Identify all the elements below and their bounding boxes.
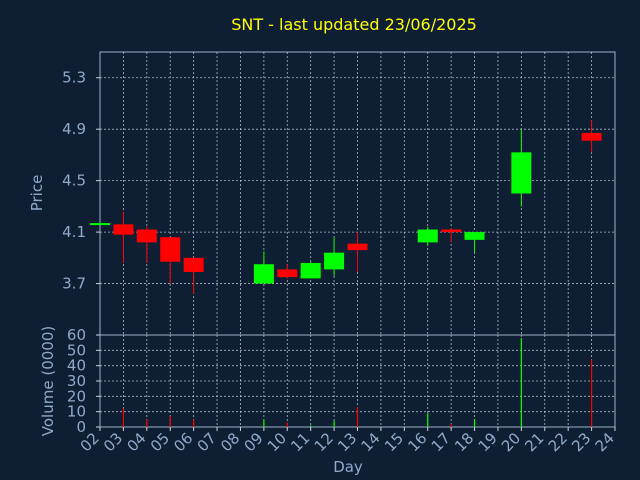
x-tick-label: 20	[498, 429, 524, 455]
candle-body	[581, 133, 602, 141]
candle-body	[511, 152, 532, 194]
volume-y-tick-label: 30	[67, 372, 86, 390]
x-axis-ticks: 0203040506070809101112131415161718192021…	[77, 427, 618, 455]
volume-y-tick-label: 40	[67, 357, 86, 375]
volume-y-tick-label: 20	[67, 387, 86, 405]
candle-body	[277, 269, 298, 278]
candle-body	[90, 223, 110, 226]
x-tick-label: 24	[592, 429, 618, 455]
x-tick-label: 19	[475, 429, 501, 455]
volume-y-tick-label: 60	[67, 326, 86, 344]
x-tick-label: 12	[311, 429, 337, 455]
x-tick-label: 04	[123, 429, 149, 455]
candle-body	[183, 257, 204, 272]
candles	[90, 120, 602, 294]
x-tick-label: 14	[358, 429, 384, 455]
price-axis-label: Price	[28, 175, 46, 212]
volume-grid	[100, 335, 615, 427]
price-y-tick-label: 4.5	[62, 172, 86, 190]
candle-body	[347, 243, 368, 251]
candle-body	[324, 252, 345, 270]
price-y-tick-label: 5.3	[62, 69, 86, 87]
candle-body	[136, 229, 157, 243]
x-axis-label: Day	[333, 458, 363, 476]
x-tick-label: 18	[451, 429, 477, 455]
candle-body	[253, 264, 274, 284]
price-panel: 3.7 4.1 4.5 4.9 5.3 Price	[28, 51, 616, 336]
chart-title: SNT - last updated 23/06/2025	[231, 15, 477, 34]
x-tick-label: 07	[194, 429, 220, 455]
x-tick-label: 08	[217, 429, 243, 455]
x-tick-label: 17	[428, 429, 454, 455]
volume-axis-label: Volume (0000)	[39, 326, 57, 436]
x-tick-label: 15	[381, 429, 407, 455]
x-tick-label: 11	[287, 429, 313, 455]
x-tick-label: 23	[568, 429, 594, 455]
candle-body	[160, 237, 181, 262]
candle-body	[417, 229, 438, 243]
x-tick-label: 21	[521, 429, 547, 455]
x-tick-label: 09	[240, 429, 266, 455]
x-tick-label: 13	[334, 429, 360, 455]
x-tick-label: 03	[100, 429, 126, 455]
price-y-tick-label: 4.1	[62, 223, 86, 241]
candle-body	[441, 229, 462, 233]
candle-body	[113, 224, 134, 235]
price-y-ticks: 3.7 4.1 4.5 4.9 5.3	[62, 69, 100, 293]
volume-y-tick-label: 10	[67, 403, 86, 421]
candle-body	[464, 232, 485, 240]
x-tick-label: 10	[264, 429, 290, 455]
x-tick-label: 22	[545, 429, 571, 455]
volume-bars	[122, 338, 593, 427]
volume-y-tick-label: 50	[67, 341, 86, 359]
volume-y-tick-label: 0	[76, 418, 86, 436]
candle-body	[300, 262, 321, 279]
x-tick-label: 16	[404, 429, 430, 455]
x-tick-label: 06	[170, 429, 196, 455]
price-y-tick-label: 3.7	[62, 275, 86, 293]
x-tick-label: 05	[147, 429, 173, 455]
price-y-tick-label: 4.9	[62, 120, 86, 138]
